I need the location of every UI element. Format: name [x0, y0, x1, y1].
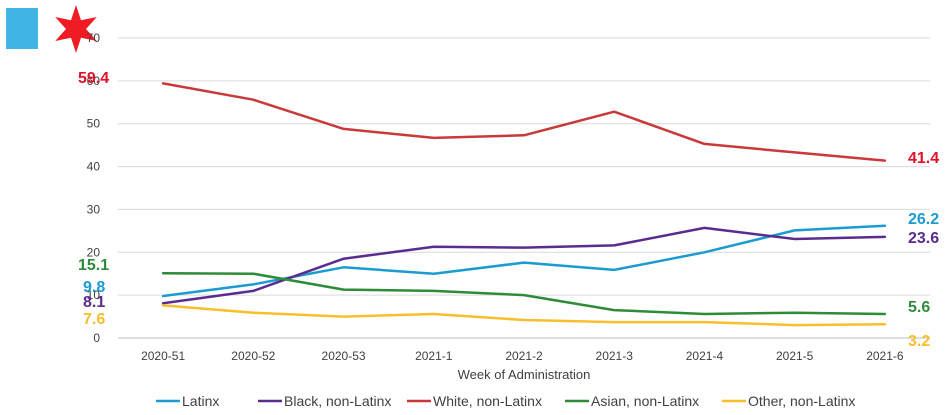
- x-tick-label: 2020-51: [141, 349, 185, 363]
- legend-label: Asian, non-Latinx: [591, 393, 699, 409]
- legend-item: Asian, non-Latinx: [565, 393, 699, 409]
- series-line-other-non-latinx: [161, 304, 887, 327]
- x-tick-label: 2021-5: [776, 349, 814, 363]
- legend-label: Latinx: [182, 393, 219, 409]
- series-line-black-non-latinx: [161, 226, 887, 305]
- y-tick-label: 40: [87, 160, 101, 174]
- legend-label: Black, non-Latinx: [284, 393, 391, 409]
- y-tick-label: 30: [87, 202, 101, 216]
- y-tick-label: 20: [87, 245, 101, 259]
- x-tick-label: 2020-52: [231, 349, 275, 363]
- chicago-star-icon: [55, 5, 97, 53]
- logo-blue-bar: [6, 8, 38, 49]
- data-label-end: 3.2: [908, 333, 930, 350]
- y-tick-label: 60: [87, 74, 101, 88]
- series-line-white-non-latinx: [161, 82, 887, 162]
- y-tick-label: 0: [93, 331, 100, 345]
- x-tick-label: 2021-2: [505, 349, 543, 363]
- data-label-start: 9.8: [83, 279, 105, 296]
- data-label-end: 23.6: [908, 230, 939, 247]
- series-lines: [161, 82, 887, 327]
- x-axis-title: Week of Administration: [458, 367, 591, 382]
- x-tick-label: 2021-3: [596, 349, 634, 363]
- series-line-asian-non-latinx: [161, 272, 887, 316]
- y-axis-ticks: 0 10 20 30 40 50 60 70: [87, 31, 101, 345]
- legend-item: Other, non-Latinx: [722, 393, 855, 409]
- x-tick-label: 2021-6: [866, 349, 904, 363]
- data-label-end: 26.2: [908, 211, 939, 228]
- legend-item: Latinx: [156, 393, 219, 409]
- y-tick-label: 70: [87, 31, 101, 45]
- x-tick-label: 2020-53: [322, 349, 366, 363]
- data-label-end: 41.4: [908, 150, 939, 167]
- legend-label: Other, non-Latinx: [748, 393, 855, 409]
- data-label-start: 7.6: [83, 311, 105, 328]
- data-label-end: 5.6: [908, 299, 930, 316]
- data-label-start: 59.4: [78, 70, 109, 87]
- legend-label: White, non-Latinx: [433, 393, 542, 409]
- data-labels: 9.8 26.2 8.1 23.6 59.4 41.4 15.1 5.6 7.6 3.2: [78, 70, 939, 350]
- x-tick-label: 2021-1: [415, 349, 453, 363]
- legend-item: White, non-Latinx: [407, 393, 542, 409]
- data-label-start: 8.1: [83, 294, 105, 311]
- legend-item: Black, non-Latinx: [258, 393, 391, 409]
- y-tick-label: 10: [87, 288, 101, 302]
- x-axis-ticks: 2020-51 2020-52 2020-53 2021-1 2021-2 2021-3 2…: [141, 349, 904, 363]
- legend: Latinx Black, non-Latinx White, non-Latinx…: [156, 393, 855, 409]
- data-label-start: 15.1: [78, 257, 109, 274]
- x-tick-label: 2021-4: [686, 349, 724, 363]
- gridlines: [118, 37, 930, 339]
- chicago-logo: [6, 5, 97, 53]
- y-tick-label: 50: [87, 117, 101, 131]
